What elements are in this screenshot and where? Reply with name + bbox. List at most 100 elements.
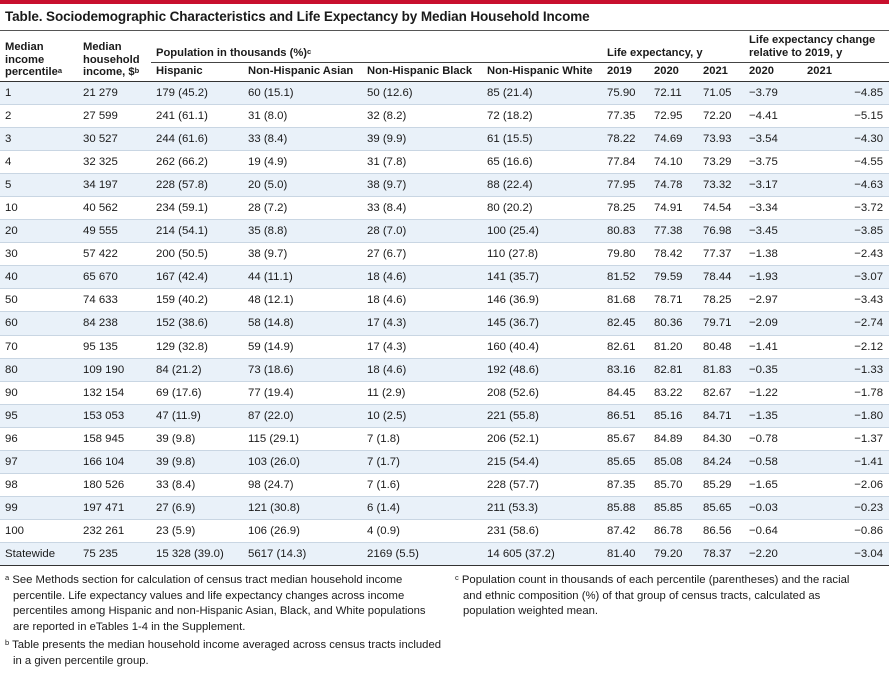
header-nh-white: Non-Hispanic White	[482, 62, 603, 82]
cell-hispanic: 129 (32.8)	[151, 335, 243, 359]
cell-income: 32 325	[78, 150, 151, 174]
cell-nh-asian: 59 (14.9)	[243, 335, 362, 359]
table-row: 40 65 670 167 (42.4) 44 (11.1) 18 (4.6) 141 (…	[0, 265, 889, 290]
cell-percentile: 99	[0, 496, 78, 521]
cell-le-2020: 85.85	[649, 496, 699, 521]
header-life-expectancy-group: Life expectancy, y	[602, 34, 745, 63]
cell-hispanic: 234 (59.1)	[151, 196, 243, 221]
table-row: 10 40 562 234 (59.1) 28 (7.2) 33 (8.4) 80 (20…	[0, 196, 889, 221]
cell-nh-asian: 5617 (14.3)	[243, 542, 362, 567]
cell-nh-white: 65 (16.6)	[482, 150, 603, 174]
cell-le-2019: 85.88	[602, 496, 650, 521]
top-accent-rule	[0, 0, 889, 4]
table-row: 98 180 526 33 (8.4) 98 (24.7) 7 (1.6) 228 (57…	[0, 473, 889, 498]
cell-income: 34 197	[78, 173, 151, 197]
cell-percentile: Statewide	[0, 542, 78, 567]
cell-change-2020: −3.34	[744, 196, 803, 221]
cell-percentile: 70	[0, 335, 78, 359]
cell-le-2019: 78.22	[602, 127, 650, 151]
cell-percentile: 97	[0, 450, 78, 475]
cell-le-2021: 72.20	[698, 104, 745, 128]
cell-change-2021: −3.04	[802, 542, 889, 567]
cell-le-2019: 81.52	[602, 265, 650, 290]
cell-income: 49 555	[78, 219, 151, 244]
cell-change-2020: −3.17	[744, 173, 803, 197]
cell-le-2020: 81.20	[649, 335, 699, 359]
cell-le-2021: 78.25	[698, 288, 745, 313]
cell-hispanic: 39 (9.8)	[151, 427, 243, 452]
cell-percentile: 5	[0, 173, 78, 197]
cell-nh-black: 7 (1.8)	[362, 427, 482, 452]
cell-change-2021: −2.12	[802, 335, 889, 359]
cell-le-2020: 74.69	[649, 127, 699, 151]
cell-change-2020: −2.20	[744, 542, 803, 567]
cell-le-2021: 77.37	[698, 242, 745, 267]
cell-nh-black: 10 (2.5)	[362, 404, 482, 428]
cell-income: 75 235	[78, 542, 151, 567]
cell-percentile: 10	[0, 196, 78, 221]
cell-le-2020: 72.95	[649, 104, 699, 128]
cell-nh-white: 100 (25.4)	[482, 219, 603, 244]
cell-change-2021: −4.63	[802, 173, 889, 197]
cell-nh-asian: 60 (15.1)	[243, 81, 362, 105]
cell-income: 21 279	[78, 81, 151, 105]
cell-hispanic: 39 (9.8)	[151, 450, 243, 475]
cell-le-2021: 73.29	[698, 150, 745, 174]
cell-nh-white: 141 (35.7)	[482, 265, 603, 290]
cell-change-2020: −1.65	[744, 473, 803, 498]
cell-hispanic: 15 328 (39.0)	[151, 542, 243, 567]
cell-percentile: 20	[0, 219, 78, 244]
cell-income: 180 526	[78, 473, 151, 498]
cell-percentile: 96	[0, 427, 78, 452]
cell-nh-white: 14 605 (37.2)	[482, 542, 603, 567]
cell-nh-white: 231 (58.6)	[482, 519, 603, 544]
table-row: 20 49 555 214 (54.1) 35 (8.8) 28 (7.0) 100 (2…	[0, 219, 889, 244]
header-le-2021: 2021	[698, 62, 745, 82]
header-population-group: Population in thousands (%)c	[151, 34, 603, 63]
footnote-b: b Table presents the median household in…	[5, 638, 442, 667]
cell-le-2021: 84.30	[698, 427, 745, 452]
cell-le-2019: 84.45	[602, 381, 650, 405]
cell-nh-asian: 58 (14.8)	[243, 311, 362, 336]
cell-hispanic: 47 (11.9)	[151, 404, 243, 428]
cell-le-2020: 85.08	[649, 450, 699, 475]
cell-change-2020: −1.22	[744, 381, 803, 405]
cell-nh-asian: 121 (30.8)	[243, 496, 362, 521]
cell-hispanic: 69 (17.6)	[151, 381, 243, 405]
cell-nh-asian: 38 (9.7)	[243, 242, 362, 267]
cell-le-2021: 84.71	[698, 404, 745, 428]
cell-nh-black: 39 (9.9)	[362, 127, 482, 151]
header-change-2020: 2020	[744, 62, 803, 82]
footnote-c: c Population count in thousands of each …	[455, 573, 850, 617]
cell-le-2021: 81.83	[698, 358, 745, 382]
cell-change-2020: −1.41	[744, 335, 803, 359]
cell-change-2020: −1.93	[744, 265, 803, 290]
header-income: Median household income, $b	[78, 34, 151, 82]
cell-le-2020: 77.38	[649, 219, 699, 244]
cell-change-2021: −0.23	[802, 496, 889, 521]
cell-income: 57 422	[78, 242, 151, 267]
cell-change-2021: −5.15	[802, 104, 889, 128]
cell-nh-black: 6 (1.4)	[362, 496, 482, 521]
cell-le-2021: 78.44	[698, 265, 745, 290]
cell-change-2021: −3.85	[802, 219, 889, 244]
cell-le-2020: 80.36	[649, 311, 699, 336]
cell-nh-asian: 103 (26.0)	[243, 450, 362, 475]
cell-change-2020: −1.38	[744, 242, 803, 267]
cell-nh-black: 18 (4.6)	[362, 265, 482, 290]
cell-nh-black: 38 (9.7)	[362, 173, 482, 197]
cell-nh-white: 61 (15.5)	[482, 127, 603, 151]
cell-nh-asian: 28 (7.2)	[243, 196, 362, 221]
cell-percentile: 30	[0, 242, 78, 267]
cell-nh-black: 33 (8.4)	[362, 196, 482, 221]
cell-le-2020: 84.89	[649, 427, 699, 452]
cell-le-2021: 84.24	[698, 450, 745, 475]
cell-percentile: 40	[0, 265, 78, 290]
title-divider	[0, 30, 889, 31]
table-row: 96 158 945 39 (9.8) 115 (29.1) 7 (1.8) 206 (5…	[0, 427, 889, 452]
table-row: 95 153 053 47 (11.9) 87 (22.0) 10 (2.5) 221 (…	[0, 404, 889, 428]
cell-le-2020: 78.71	[649, 288, 699, 313]
table-row: 2 27 599 241 (61.1) 31 (8.0) 32 (8.2) 72 (18.…	[0, 104, 889, 128]
cell-nh-white: 72 (18.2)	[482, 104, 603, 128]
footnotes-right: c Population count in thousands of each …	[455, 573, 865, 623]
